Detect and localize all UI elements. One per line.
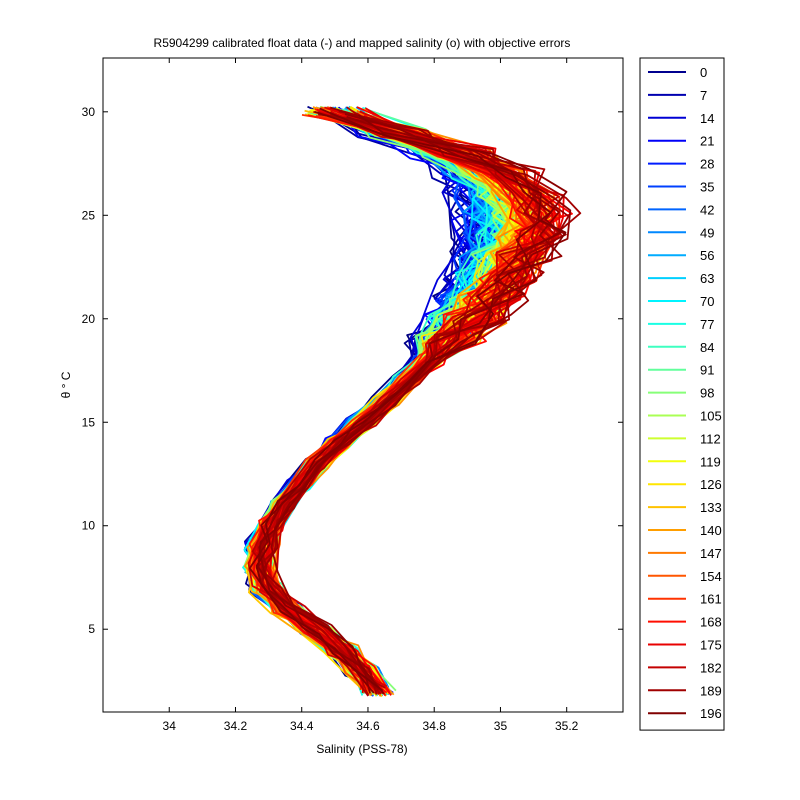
legend-label: 161 xyxy=(700,592,722,607)
y-tick-label: 5 xyxy=(88,622,95,636)
profile-line xyxy=(261,113,546,689)
x-axis-label: Salinity (PSS-78) xyxy=(316,742,407,756)
y-tick-label: 10 xyxy=(82,519,96,533)
legend-label: 133 xyxy=(700,500,722,515)
legend-label: 105 xyxy=(700,409,722,424)
legend-label: 28 xyxy=(700,157,714,172)
legend-label: 189 xyxy=(700,683,722,698)
legend-label: 7 xyxy=(700,88,707,103)
legend-label: 147 xyxy=(700,546,722,561)
x-axis: 34 34.2 34.4 34.6 34.8 35 35.2 xyxy=(163,58,579,733)
profile-line xyxy=(261,106,570,691)
profile-line xyxy=(257,114,568,695)
legend-label: 56 xyxy=(700,248,714,263)
legend-label: 14 xyxy=(700,111,714,126)
legend-label: 182 xyxy=(700,660,722,675)
legend-label: 98 xyxy=(700,386,714,401)
x-tick-label: 34.8 xyxy=(423,719,447,733)
legend-label: 126 xyxy=(700,477,722,492)
y-axis: 5 10 15 20 25 30 xyxy=(82,105,623,636)
legend-label: 77 xyxy=(700,317,714,332)
plot-area-frame xyxy=(102,57,624,713)
legend-box xyxy=(639,57,725,731)
y-tick-label: 30 xyxy=(82,105,96,119)
profile-line xyxy=(270,115,563,689)
x-tick-label: 34 xyxy=(163,719,177,733)
x-tick-label: 35 xyxy=(494,719,508,733)
legend-label: 70 xyxy=(700,294,714,309)
legend-label: 175 xyxy=(700,638,722,653)
legend-label: 112 xyxy=(700,431,721,446)
y-tick-label: 20 xyxy=(82,312,96,326)
legend-label: 140 xyxy=(700,523,722,538)
legend-label: 0 xyxy=(700,65,707,80)
profiles-layer xyxy=(242,105,582,698)
profile-line xyxy=(255,110,567,692)
legend-label: 91 xyxy=(700,363,714,378)
legend-label: 49 xyxy=(700,225,714,240)
legend-label: 42 xyxy=(700,202,714,217)
legend-label: 63 xyxy=(700,271,714,286)
legend: 0 7 14 21 28 35 42 49 56 63 70 77 84 91 98 105 112 119 126… xyxy=(639,57,725,731)
x-tick-label: 34.4 xyxy=(290,719,314,733)
legend-label: 196 xyxy=(700,706,722,721)
legend-label: 154 xyxy=(700,569,722,584)
x-tick-label: 35.2 xyxy=(555,719,579,733)
chart-title: R5904299 calibrated float data (-) and m… xyxy=(154,36,571,50)
legend-label: 168 xyxy=(700,615,722,630)
y-tick-label: 15 xyxy=(82,415,96,429)
legend-label: 35 xyxy=(700,180,714,195)
x-tick-label: 34.2 xyxy=(224,719,248,733)
legend-label: 21 xyxy=(700,134,714,149)
y-tick-label: 25 xyxy=(82,208,96,222)
legend-label: 84 xyxy=(700,340,714,355)
legend-label: 119 xyxy=(700,454,721,469)
y-axis-label: θ ° C xyxy=(59,371,73,398)
x-tick-label: 34.6 xyxy=(356,719,380,733)
